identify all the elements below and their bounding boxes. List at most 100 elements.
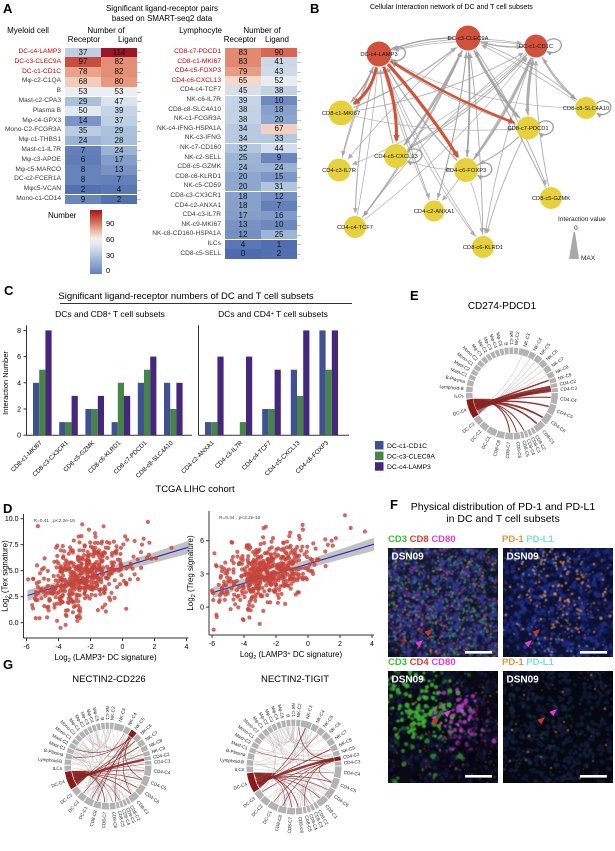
svg-text:CD3 CD4 CD80: CD3 CD4 CD80 xyxy=(388,657,456,668)
svg-text:B-Plasma: B-Plasma xyxy=(226,748,247,758)
svg-text:CD4-C3: CD4-C3 xyxy=(344,759,361,765)
svg-text:NK-C3: NK-C3 xyxy=(523,332,532,347)
svg-text:DC-c1-CD1C: DC-c1-CD1C xyxy=(387,443,427,450)
svg-text:B: B xyxy=(100,717,105,721)
svg-text:Mφ-C5: Mφ-C5 xyxy=(92,707,100,722)
svg-text:DC-C1: DC-C1 xyxy=(262,810,273,825)
svg-text:0: 0 xyxy=(121,644,125,651)
svg-text:Mφ-C4: Mφ-C4 xyxy=(85,708,95,723)
svg-text:NK-C1: NK-C1 xyxy=(509,331,514,345)
svg-text:CD4-C5: CD4-C5 xyxy=(150,780,168,791)
svg-text:Lymphoid-B: Lymphoid-B xyxy=(38,757,63,764)
svg-text:CD8-C7: CD8-C7 xyxy=(101,811,107,828)
svg-text:CD8-C8: CD8-C8 xyxy=(492,439,501,457)
svg-text:0: 0 xyxy=(200,605,204,612)
svg-text:-2: -2 xyxy=(87,644,93,651)
svg-text:NK-C8: NK-C8 xyxy=(338,737,353,748)
svg-text:NK-C9: NK-C9 xyxy=(557,372,572,381)
svg-text:DC-c3-CLEC9A: DC-c3-CLEC9A xyxy=(387,454,435,461)
svg-text:4: 4 xyxy=(17,380,21,387)
svg-text:G: G xyxy=(3,657,13,672)
svg-text:CD4-C5: CD4-C5 xyxy=(340,783,358,794)
svg-text:CD4-C2: CD4-C2 xyxy=(153,752,171,760)
svg-text:-4: -4 xyxy=(241,641,247,648)
svg-text:CD8-C4: CD8-C4 xyxy=(526,438,536,456)
svg-text:NK-C4: NK-C4 xyxy=(315,709,326,724)
svg-text:CD8-C4: CD8-C4 xyxy=(121,808,131,826)
svg-text:Mast-C1: Mast-C1 xyxy=(48,740,66,751)
svg-text:MAX: MAX xyxy=(581,255,596,262)
svg-text:Interaction Number: Interaction Number xyxy=(1,351,10,415)
svg-text:CD8-c5-GZMK: CD8-c5-GZMK xyxy=(532,196,570,202)
svg-text:CD4-C4: CD4-C4 xyxy=(343,770,360,777)
svg-text:F: F xyxy=(390,497,398,512)
svg-text:Mast-C1: Mast-C1 xyxy=(231,740,249,751)
svg-text:CD4-C4: CD4-C4 xyxy=(560,396,577,403)
svg-text:Significant ligand-receptor nu: Significant ligand-receptor numbers of D… xyxy=(58,291,313,302)
svg-text:DC-C2: DC-C2 xyxy=(67,799,80,813)
svg-text:CD4-c4-TCF7: CD4-c4-TCF7 xyxy=(337,225,373,231)
svg-text:R=0.41 , p<2.2e-16: R=0.41 , p<2.2e-16 xyxy=(34,518,76,524)
svg-text:Interaction value: Interaction value xyxy=(558,216,606,223)
svg-text:DCs and CD4+ T cell subsets: DCs and CD4+ T cell subsets xyxy=(218,309,328,319)
svg-text:NK-C4: NK-C4 xyxy=(532,337,543,352)
svg-text:NK-C4: NK-C4 xyxy=(127,711,138,726)
svg-text:DC-C1: DC-C1 xyxy=(78,805,89,820)
svg-text:Log2 (Tex signature): Log2 (Tex signature) xyxy=(1,540,12,612)
svg-text:CD8-C5: CD8-C5 xyxy=(117,810,126,828)
svg-text:CD8-C8: CD8-C8 xyxy=(274,814,283,832)
svg-text:CD4-c5-CXCL13: CD4-c5-CXCL13 xyxy=(374,154,418,160)
svg-text:CD8-C3: CD8-C3 xyxy=(530,436,542,454)
svg-text:ILCs: ILCs xyxy=(454,393,464,399)
svg-text:NECTIN2-CD226: NECTIN2-CD226 xyxy=(72,674,145,685)
svg-text:DC-C3: DC-C3 xyxy=(59,792,73,805)
svg-text:DC-c3-CLEC9A: DC-c3-CLEC9A xyxy=(448,36,489,42)
svg-text:CD8-c7-PDCD1: CD8-c7-PDCD1 xyxy=(507,126,548,132)
svg-text:NK-C3: NK-C3 xyxy=(305,704,314,719)
svg-text:4: 4 xyxy=(370,641,374,648)
svg-text:DSN09: DSN09 xyxy=(392,675,425,686)
svg-text:DC-C4: DC-C4 xyxy=(452,407,467,417)
svg-text:DC-C4: DC-C4 xyxy=(51,779,66,789)
svg-text:DC-c4-LAMP3: DC-c4-LAMP3 xyxy=(360,52,397,58)
svg-text:Mφ-C5: Mφ-C5 xyxy=(495,332,503,347)
svg-text:Physical distribution of PD-1: Physical distribution of PD-1 and PD-L1 xyxy=(411,501,596,513)
svg-text:in DC and T cell subsets: in DC and T cell subsets xyxy=(446,513,559,525)
svg-text:CD8-C7: CD8-C7 xyxy=(505,441,511,458)
svg-text:CD4-C4: CD4-C4 xyxy=(153,768,170,775)
svg-text:CD8-c6-KLRD1: CD8-c6-KLRD1 xyxy=(463,245,503,251)
svg-text:Log2 (Treg signature): Log2 (Treg signature) xyxy=(186,535,197,611)
svg-text:Mφ-C3: Mφ-C3 xyxy=(80,711,91,726)
svg-text:E: E xyxy=(410,288,419,303)
svg-text:NK-C3: NK-C3 xyxy=(118,707,127,722)
svg-text:2: 2 xyxy=(338,641,342,648)
svg-text:Mφ-C3: Mφ-C3 xyxy=(264,708,275,723)
svg-text:5.0: 5.0 xyxy=(9,568,19,575)
svg-text:DC-c1-CD1C: DC-c1-CD1C xyxy=(519,44,553,50)
svg-text:4: 4 xyxy=(185,644,189,651)
svg-text:CD8-C7: CD8-C7 xyxy=(287,816,293,833)
svg-text:Mφ-C3: Mφ-C3 xyxy=(482,336,493,351)
svg-text:PD-1 PD-L1: PD-1 PD-L1 xyxy=(502,534,554,545)
svg-text:B: B xyxy=(503,342,508,346)
svg-text:DC-c4-LAMP3: DC-c4-LAMP3 xyxy=(387,464,431,471)
svg-text:NK-C1: NK-C1 xyxy=(291,703,296,717)
svg-text:6: 6 xyxy=(200,538,204,545)
svg-text:8: 8 xyxy=(17,328,21,335)
svg-text:CD3 CD8 CD80: CD3 CD8 CD80 xyxy=(388,534,456,545)
svg-text:Lymphoid-B: Lymphoid-B xyxy=(220,757,245,764)
svg-text:CD8-C3: CD8-C3 xyxy=(125,807,137,825)
svg-text:PD-1 PD-L1: PD-1 PD-L1 xyxy=(502,657,554,668)
svg-text:CD8-C6: CD8-C6 xyxy=(515,441,522,458)
svg-text:DSN09: DSN09 xyxy=(392,552,425,563)
svg-text:CD8-C4: CD8-C4 xyxy=(308,813,318,831)
svg-text:-6: -6 xyxy=(209,641,215,648)
svg-text:Mφ-C4: Mφ-C4 xyxy=(270,706,280,721)
svg-text:3: 3 xyxy=(200,571,204,578)
svg-text:CD4-C6: CD4-C6 xyxy=(144,791,161,805)
svg-text:2.5: 2.5 xyxy=(9,594,19,601)
svg-text:0: 0 xyxy=(574,225,578,232)
svg-text:NK-C2: NK-C2 xyxy=(110,706,116,721)
svg-text:DCs and CD8+ T cell subsets: DCs and CD8+ T cell subsets xyxy=(55,309,165,319)
svg-text:Log2 (LAMP3+ DC signature): Log2 (LAMP3+ DC signature) xyxy=(54,653,157,664)
